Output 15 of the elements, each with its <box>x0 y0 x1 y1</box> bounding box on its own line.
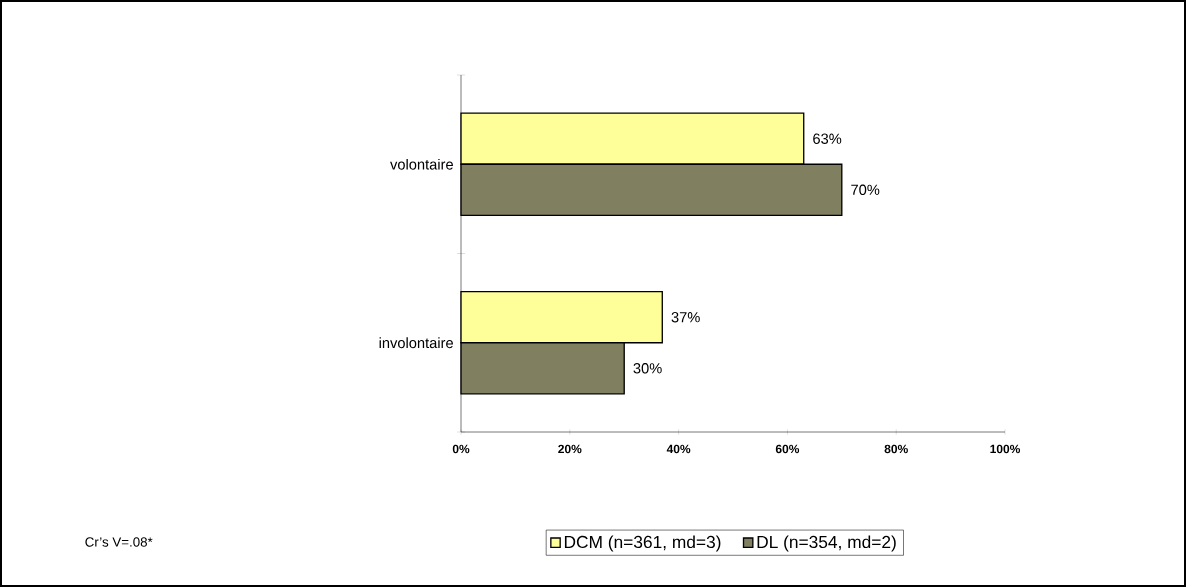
data-label: 37% <box>671 312 700 323</box>
data-label: 30% <box>633 363 662 374</box>
x-tick-label: 40% <box>666 444 691 454</box>
x-tick-label: 0% <box>452 444 470 454</box>
data-label: 70% <box>851 184 880 195</box>
legend-label: DCM (n=361, md=3) <box>564 535 721 552</box>
x-tick-label: 60% <box>775 444 800 454</box>
x-tick-label: 80% <box>884 444 908 454</box>
y-tick-label: volontaire <box>390 158 453 170</box>
legend-label: DL (n=354, md=2) <box>757 535 896 552</box>
text: Cr’s V=.08* <box>85 537 153 547</box>
y-tick-label: involontaire <box>379 337 453 349</box>
x-tick-label: 100% <box>990 444 1021 454</box>
data-label: 63% <box>813 133 842 144</box>
x-tick-label: 20% <box>558 444 582 454</box>
